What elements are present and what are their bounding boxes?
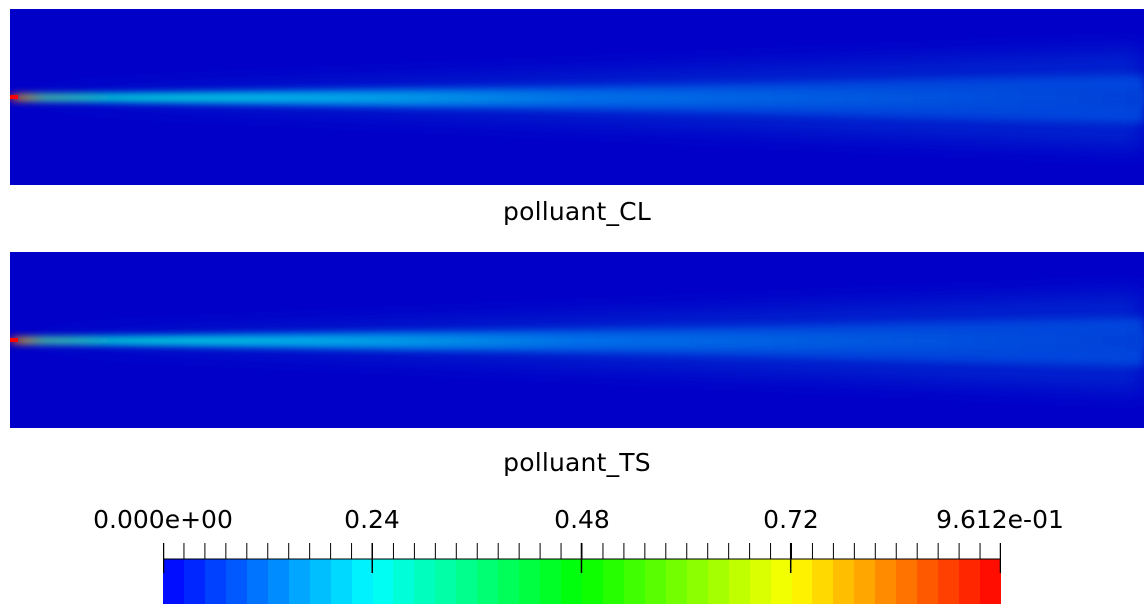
plume-field-cl bbox=[10, 9, 1144, 185]
colorbar-band bbox=[519, 559, 540, 604]
colorbar-label-0-24: 0.24 bbox=[344, 505, 400, 534]
colorbar-band bbox=[875, 559, 896, 604]
colorbar-band bbox=[310, 559, 331, 604]
colorbar-label-0-72: 0.72 bbox=[763, 505, 819, 534]
plume-field-ts-image bbox=[10, 252, 1144, 428]
colorbar-band bbox=[917, 559, 938, 604]
colorbar-band bbox=[603, 559, 624, 604]
colorbar-band bbox=[540, 559, 561, 604]
colorbar-band bbox=[624, 559, 645, 604]
colorbar-band bbox=[184, 559, 205, 604]
colorbar-band bbox=[771, 559, 792, 604]
plume-core bbox=[10, 332, 1144, 350]
colorbar bbox=[162, 543, 1002, 604]
source-point bbox=[10, 338, 18, 342]
colorbar-band bbox=[289, 559, 310, 604]
plume-core bbox=[10, 89, 1144, 107]
panel-title-cl: polluant_CL bbox=[503, 197, 651, 226]
colorbar-band bbox=[959, 559, 980, 604]
colorbar-band bbox=[456, 559, 477, 604]
colorbar-band bbox=[792, 559, 812, 604]
source-point bbox=[10, 95, 18, 99]
colorbar-band bbox=[352, 559, 373, 604]
plume-field-ts bbox=[10, 252, 1144, 428]
colorbar-bands bbox=[163, 559, 1001, 604]
colorbar-band bbox=[980, 559, 1001, 604]
colorbar-label-min: 0.000e+00 bbox=[93, 505, 233, 534]
colorbar-band bbox=[205, 559, 226, 604]
colorbar-band bbox=[582, 559, 603, 604]
colorbar-band bbox=[750, 559, 771, 604]
colorbar-band bbox=[247, 559, 268, 604]
colorbar-band bbox=[561, 559, 582, 604]
plume-field-cl-image bbox=[10, 9, 1144, 185]
colorbar-band bbox=[729, 559, 750, 604]
colorbar-band bbox=[268, 559, 289, 604]
colorbar-ticks bbox=[162, 543, 1002, 573]
colorbar-band bbox=[331, 559, 352, 604]
colorbar-band bbox=[163, 559, 184, 604]
colorbar-band bbox=[226, 559, 247, 604]
colorbar-label-0-48: 0.48 bbox=[554, 505, 610, 534]
colorbar-band bbox=[414, 559, 435, 604]
colorbar-band bbox=[435, 559, 456, 604]
colorbar-band bbox=[854, 559, 875, 604]
panel-title-ts: polluant_TS bbox=[503, 448, 651, 477]
colorbar-band bbox=[687, 559, 708, 604]
colorbar-band bbox=[373, 559, 393, 604]
colorbar-band bbox=[938, 559, 959, 604]
colorbar-band bbox=[833, 559, 854, 604]
colorbar-band bbox=[708, 559, 729, 604]
colorbar-band bbox=[666, 559, 687, 604]
colorbar-band bbox=[812, 559, 833, 604]
colorbar-graphic bbox=[162, 543, 1002, 604]
colorbar-band bbox=[498, 559, 519, 604]
colorbar-band bbox=[645, 559, 666, 604]
colorbar-band bbox=[477, 559, 498, 604]
colorbar-band bbox=[896, 559, 917, 604]
colorbar-band bbox=[393, 559, 414, 604]
colorbar-label-max: 9.612e-01 bbox=[936, 505, 1064, 534]
